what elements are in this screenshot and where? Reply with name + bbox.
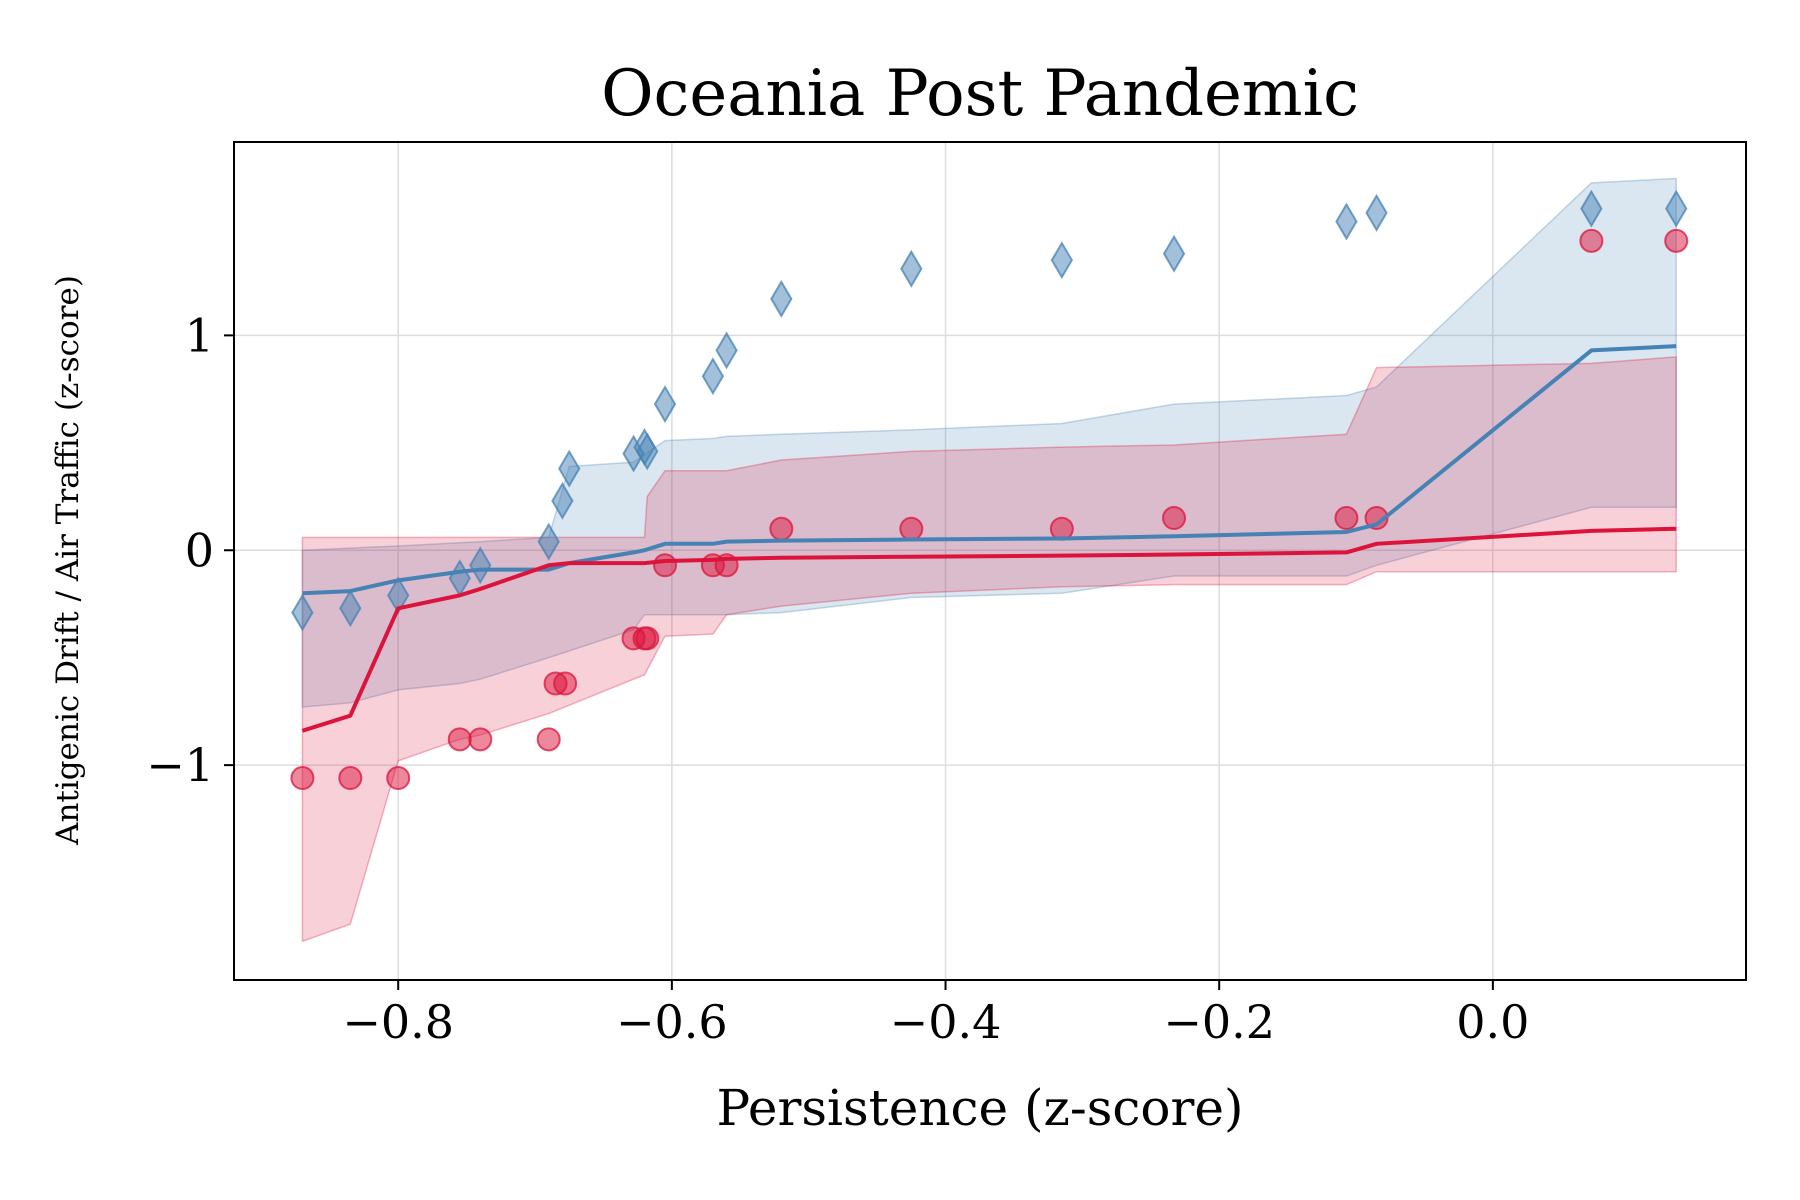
circle-point xyxy=(338,766,363,791)
circle-point xyxy=(536,727,561,752)
diamond-point xyxy=(1335,202,1358,241)
circle-point xyxy=(1334,506,1359,531)
diamond-point xyxy=(558,449,581,488)
circle-point xyxy=(653,553,678,578)
circle-point xyxy=(899,516,924,541)
diamond-point xyxy=(1365,193,1388,232)
circle-point xyxy=(290,766,315,791)
diamond-point xyxy=(636,432,659,471)
diamond-point xyxy=(537,522,560,561)
circle-point xyxy=(635,626,660,651)
x-tick-label: −0.4 xyxy=(890,995,1002,1049)
confidence-bands xyxy=(301,177,1677,943)
diamond-point xyxy=(551,481,574,520)
scatter-points xyxy=(290,189,1689,791)
diamond-point xyxy=(900,249,923,288)
diamond-point xyxy=(1665,189,1688,228)
x-tick-label: −0.6 xyxy=(616,995,728,1049)
diamond-point xyxy=(339,589,362,628)
circle-point xyxy=(386,766,411,791)
grid-lines xyxy=(234,142,1746,980)
y-tick-label: 1 xyxy=(185,308,214,362)
diamond-point xyxy=(770,279,793,318)
diamond-point xyxy=(1050,241,1073,280)
fit-line xyxy=(302,344,1677,596)
diamond-point xyxy=(1580,189,1603,228)
diamond-point xyxy=(1162,234,1186,273)
confidence-band xyxy=(301,177,1677,708)
plot-frame xyxy=(233,141,1747,981)
y-tick-label: −1 xyxy=(146,738,214,792)
diamond-point xyxy=(469,546,492,585)
circle-point xyxy=(468,727,493,752)
diamond-point xyxy=(701,357,725,396)
x-tick-label: −0.8 xyxy=(342,995,454,1049)
circle-point xyxy=(1664,228,1689,253)
diamond-point xyxy=(715,331,738,370)
circle-point xyxy=(553,671,578,696)
chart-title: Oceania Post Pandemic xyxy=(601,57,1359,131)
y-axis-label: Antigenic Drift / Air Traffic (z-score) xyxy=(50,275,86,846)
diamond-point xyxy=(653,385,677,424)
y-tick-label: 0 xyxy=(185,523,214,577)
circle-point xyxy=(447,727,472,752)
fit-lines xyxy=(301,344,1677,733)
circle-point xyxy=(1579,228,1604,253)
diamond-point xyxy=(291,593,314,632)
axis-ticks: −0.8 −0.6 −0.4 −0.2 0.0 1 0 −1 xyxy=(146,308,1529,1049)
x-tick-label: −0.2 xyxy=(1163,995,1275,1049)
x-tick-label: 0.0 xyxy=(1456,995,1529,1049)
circle-point xyxy=(1162,506,1187,531)
fit-line xyxy=(301,526,1677,733)
circle-point xyxy=(769,516,794,541)
x-axis-label: Persistence (z-score) xyxy=(716,1079,1243,1137)
confidence-band xyxy=(301,356,1677,943)
